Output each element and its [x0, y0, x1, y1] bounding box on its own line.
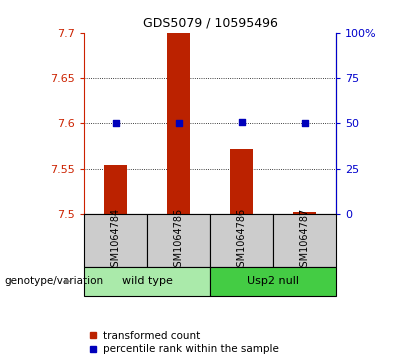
Bar — [84, 267, 210, 296]
Bar — [294, 212, 315, 214]
Text: GSM1064784: GSM1064784 — [110, 208, 121, 273]
Point — [238, 119, 245, 125]
Text: genotype/variation: genotype/variation — [4, 276, 103, 286]
Text: GSM1064787: GSM1064787 — [299, 208, 310, 273]
Text: GSM1064786: GSM1064786 — [236, 208, 247, 273]
Bar — [210, 267, 336, 296]
Bar — [210, 214, 273, 267]
Legend: transformed count, percentile rank within the sample: transformed count, percentile rank withi… — [89, 331, 278, 354]
Bar — [231, 149, 252, 214]
Text: wild type: wild type — [121, 276, 173, 286]
Point — [175, 119, 182, 125]
Text: GSM1064785: GSM1064785 — [173, 208, 184, 273]
Point — [112, 119, 119, 125]
Bar — [84, 214, 147, 267]
Point — [301, 119, 308, 125]
Bar — [105, 165, 126, 214]
Bar — [168, 32, 189, 214]
Text: Usp2 null: Usp2 null — [247, 276, 299, 286]
Text: GDS5079 / 10595496: GDS5079 / 10595496 — [142, 16, 278, 29]
Bar — [273, 214, 336, 267]
Bar — [147, 214, 210, 267]
